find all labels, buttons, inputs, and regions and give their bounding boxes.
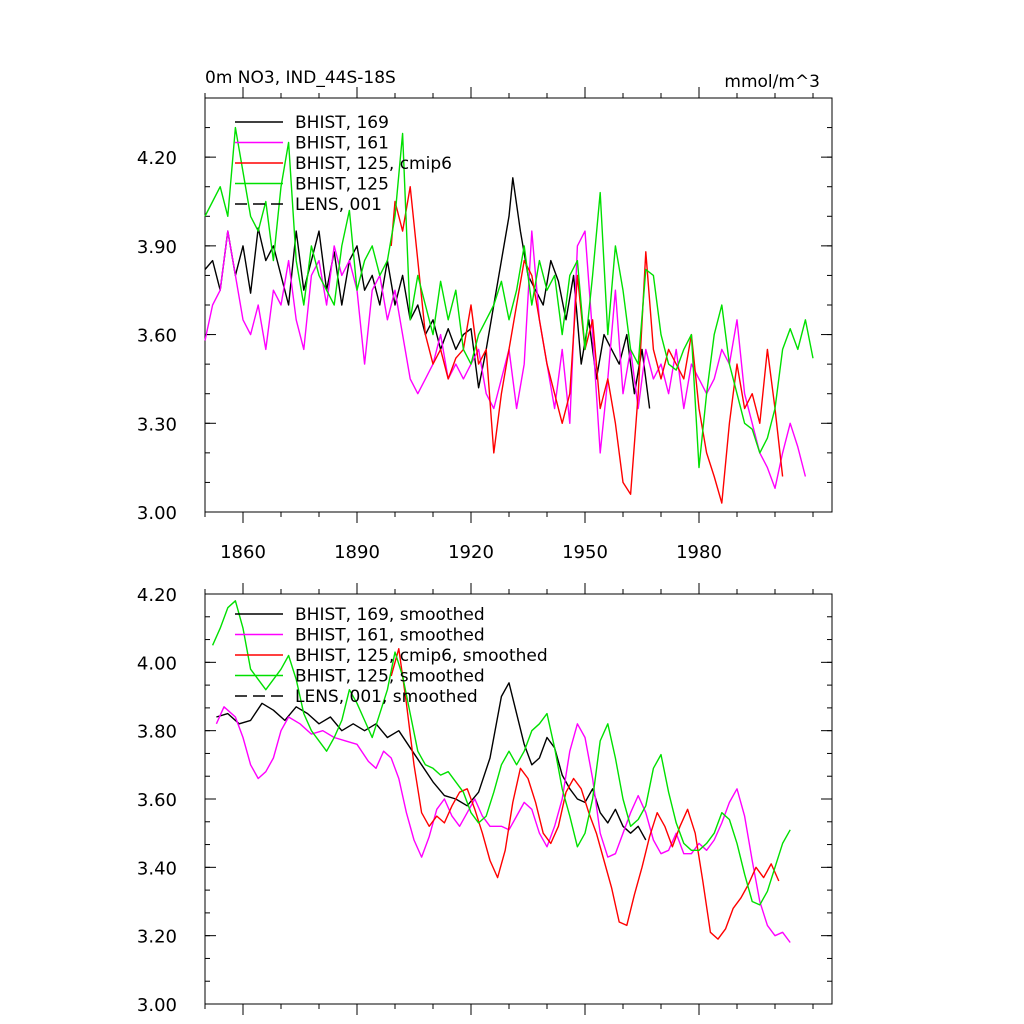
legend-label: LENS, 001, smoothed — [295, 687, 478, 707]
bottom-panel-series — [211, 600, 791, 943]
x-tick-label: 1860 — [220, 542, 266, 563]
legend-label: BHIST, 125, smoothed — [295, 667, 485, 687]
y-tick-label: 3.80 — [137, 722, 177, 743]
legend-label: BHIST, 161 — [295, 134, 389, 154]
legend-label: BHIST, 125 — [295, 175, 389, 195]
series-line — [390, 648, 780, 940]
x-tick-label: 1920 — [448, 542, 494, 563]
chart-title: 0m NO3, IND_44S-18S — [205, 68, 396, 88]
y-tick-label: 3.00 — [137, 503, 177, 524]
x-tick-label: 1980 — [676, 542, 722, 563]
top-panel: 0m NO3, IND_44S-18S mmol/m^3 3.00 3.30 3.6… — [137, 68, 833, 563]
legend-label: BHIST, 125, cmip6 — [295, 154, 452, 174]
y-tick-label: 3.00 — [137, 995, 177, 1016]
series-line — [390, 186, 784, 504]
y-tick-label: 4.20 — [137, 148, 177, 169]
y-tick-label: 3.30 — [137, 414, 177, 435]
y-tick-label: 3.20 — [137, 927, 177, 948]
legend-label: BHIST, 169, smoothed — [295, 605, 485, 625]
y-tick-label: 3.60 — [137, 326, 177, 347]
x-tick-label: 1890 — [334, 542, 380, 563]
top-panel-ticks: 3.00 3.30 3.60 3.90 4.20 1860 1890 1920 1950 1980 — [137, 87, 832, 563]
series-line — [215, 706, 791, 943]
bottom-panel-ticks: 3.00 3.20 3.40 3.60 3.80 4.00 4.20 — [137, 583, 832, 1016]
top-panel-series — [204, 126, 814, 504]
y-tick-label: 4.20 — [137, 585, 177, 606]
legend-label: BHIST, 169 — [295, 113, 389, 133]
units-label: mmol/m^3 — [724, 72, 820, 92]
bottom-panel: 3.00 3.20 3.40 3.60 3.80 4.00 4.20 BHIST, 169,… — [137, 583, 833, 1016]
legend-label: BHIST, 125, cmip6, smoothed — [295, 646, 548, 666]
y-tick-label: 4.00 — [137, 653, 177, 674]
series-line — [216, 682, 647, 841]
series-line — [204, 126, 814, 469]
legend-label: BHIST, 161, smoothed — [295, 626, 485, 646]
x-tick-label: 1950 — [562, 542, 608, 563]
series-line — [204, 230, 807, 489]
y-tick-label: 3.90 — [137, 237, 177, 258]
y-tick-label: 3.60 — [137, 790, 177, 811]
series-line — [211, 600, 791, 906]
y-tick-label: 3.40 — [137, 858, 177, 879]
legend-label: LENS, 001 — [295, 195, 382, 215]
